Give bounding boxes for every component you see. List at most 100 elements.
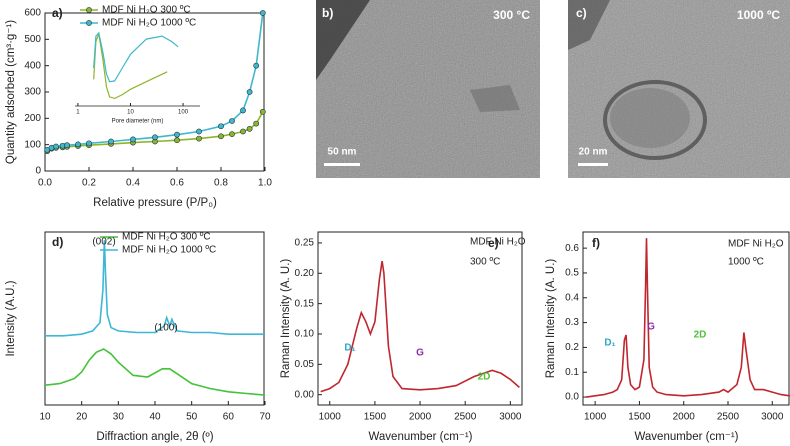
x-tick-label: 100 <box>178 110 189 116</box>
x-tick-label: 0.2 <box>82 178 96 189</box>
panel-label: c) <box>576 6 587 20</box>
plot-frame <box>582 231 790 406</box>
x-tick-label: 50 <box>186 412 198 423</box>
x-tick-label: 3000 <box>499 412 522 423</box>
x-axis-label: Relative pressure (P/P₀) <box>93 197 217 209</box>
annotation: 300 ºC <box>470 257 500 268</box>
series-line <box>46 12 264 151</box>
annotation: D₁ <box>604 338 615 349</box>
series-line <box>45 240 265 337</box>
y-tick-label: 0.3 <box>565 317 579 328</box>
plot-frame <box>44 231 265 406</box>
x-tick-label: 0.0 <box>38 178 52 189</box>
y-axis-label: Raman Intensity (A. U.) <box>545 259 557 379</box>
data-point <box>174 137 180 144</box>
data-point <box>259 108 266 115</box>
temperature-label: 1000 ºC <box>737 8 780 22</box>
data-point <box>53 143 59 150</box>
data-point <box>259 10 266 16</box>
annotation: 2D <box>478 372 491 383</box>
x-tick-label: 30 <box>113 412 125 423</box>
x-tick-label: 0.6 <box>170 178 184 189</box>
temperature-label: 300 °C <box>493 8 530 22</box>
x-tick-label: 1.0 <box>258 178 272 189</box>
data-point <box>246 125 253 132</box>
chart-panel: 0.0 0.2 0.4 0.6 0.8 1.0 0 100 200 300 400 500 600 Rel… <box>5 5 272 209</box>
x-tick-label: 1 <box>76 110 80 116</box>
y-axis-label: Quantity adsorbed (cm³·g⁻¹) <box>5 20 17 164</box>
data-point <box>75 141 81 148</box>
panel-label: e) <box>488 236 499 250</box>
legend-label: MDF Ni H₂O 300 ºC <box>122 232 211 243</box>
x-tick-label: 20 <box>76 412 88 423</box>
y-tick-label: 0.1 <box>565 367 579 378</box>
y-tick-label: 0.0 <box>565 392 579 403</box>
x-tick-label: 10 <box>127 110 134 116</box>
x-tick-label: 1000 <box>584 412 607 423</box>
y-tick-label: 400 <box>24 60 41 71</box>
x-tick-label: 60 <box>223 412 235 423</box>
series-line <box>93 31 179 83</box>
legend-marker <box>86 20 92 26</box>
y-tick-label: 0.4 <box>565 292 579 303</box>
chart-panel: 1000 1500 2000 2500 3000 0.00 0.05 0.10 0.15 0.20… <box>280 231 526 443</box>
annotation: (100) <box>154 323 177 334</box>
tem-image-c: c) 1000 ºC 20 nm <box>568 0 790 178</box>
data-point <box>86 140 92 147</box>
data-point <box>130 136 136 143</box>
data-point <box>218 123 224 130</box>
x-tick-label: 1000 <box>319 412 342 423</box>
y-tick-label: 0 <box>35 166 41 177</box>
panel-label: a) <box>52 6 63 20</box>
x-tick-label: 10 <box>39 412 51 423</box>
x-tick-label: 1500 <box>628 412 651 423</box>
y-tick-label: 500 <box>24 34 41 45</box>
chart-panel: 1 10 100 Pore diameter (nm) <box>75 31 200 125</box>
panel-label: d) <box>52 235 63 249</box>
series-line <box>586 238 790 398</box>
data-point <box>108 138 114 145</box>
data-point <box>229 131 235 138</box>
series-line <box>320 260 520 393</box>
annotation: D₁ <box>344 343 355 354</box>
x-tick-label: 0.8 <box>214 178 228 189</box>
data-point <box>196 128 202 135</box>
series-line <box>44 348 266 396</box>
x-tick-label: 0.4 <box>126 178 140 189</box>
x-tick-label: 40 <box>149 412 161 423</box>
legend-label: MDF Ni H₂O 300 ºC <box>102 5 191 16</box>
panel-label: b) <box>322 6 333 20</box>
annotation: (002) <box>92 237 115 248</box>
scale-bar-label: 20 nm <box>579 147 608 158</box>
chart-panel: 1000 1500 2000 2500 3000 0.0 0.1 0.2 0.3 0.4 0.5 0.… <box>545 231 790 443</box>
y-tick-label: 200 <box>24 113 41 124</box>
y-axis-label: Intensity (A.U.) <box>5 280 17 356</box>
tem-image-b: b) 300 °C 50 nm <box>316 0 540 178</box>
data-point <box>174 131 180 138</box>
x-axis-label: Pore diameter (nm) <box>112 119 164 125</box>
y-tick-label: 0.10 <box>295 329 315 340</box>
data-point <box>246 89 253 95</box>
x-axis-label: Wavenumber (cm⁻¹) <box>634 431 738 443</box>
data-point <box>240 107 246 114</box>
data-point <box>253 62 260 69</box>
data-point <box>240 128 246 135</box>
x-tick-label: 70 <box>259 412 271 423</box>
y-tick-label: 0.00 <box>295 389 315 400</box>
x-tick-label: 1500 <box>364 412 387 423</box>
annotation: G <box>416 348 424 359</box>
x-tick-label: 2500 <box>717 412 740 423</box>
y-tick-label: 300 <box>24 87 41 98</box>
y-tick-label: 0.5 <box>565 268 579 279</box>
x-axis-label: Wavenumber (cm⁻¹) <box>368 431 472 443</box>
annotation: MDF Ni H₂O <box>728 239 784 250</box>
legend-marker <box>86 7 92 13</box>
chart-panel: 10 20 30 40 50 60 70 Diffraction angle, 2θ (º) I… <box>5 231 271 443</box>
panel-label: f) <box>592 236 600 250</box>
legend-label: MDF Ni H₂O 1000 ºC <box>122 245 216 256</box>
series-line <box>93 31 168 100</box>
x-tick-label: 3000 <box>761 412 784 423</box>
data-point <box>64 142 70 149</box>
y-axis-label: Raman Intensity (A. U.) <box>280 259 292 379</box>
